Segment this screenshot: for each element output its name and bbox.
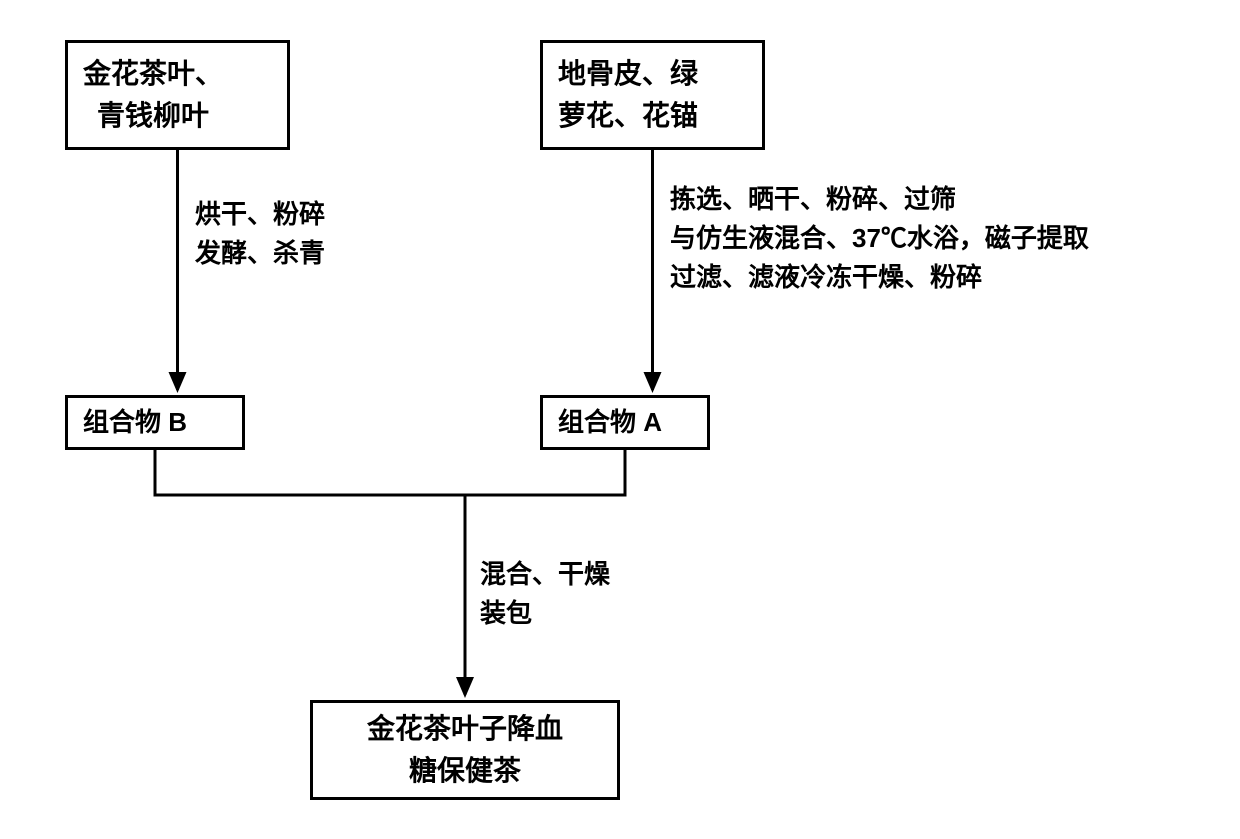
label-right-steps: 拣选、晒干、粉碎、过筛 与仿生液混合、37℃水浴，磁子提取 过滤、滤液冷冻干燥、… <box>670 180 1089 297</box>
label-right-line2: 与仿生液混合、37℃水浴，磁子提取 <box>670 219 1089 258</box>
box-top-right-line2: 萝花、花锚 <box>558 95 747 137</box>
label-bottom-line2: 装包 <box>480 594 610 633</box>
label-right-line3: 过滤、滤液冷冻干燥、粉碎 <box>670 258 1089 297</box>
label-bottom-line1: 混合、干燥 <box>480 555 610 594</box>
label-right-line1: 拣选、晒干、粉碎、过筛 <box>670 180 1089 219</box>
label-left-line2: 发酵、杀青 <box>195 234 325 273</box>
box-bottom-line2: 糖保健茶 <box>409 750 521 792</box>
label-bottom-steps: 混合、干燥 装包 <box>480 555 610 633</box>
box-top-left: 金花茶叶、 青钱柳叶 <box>65 40 290 150</box>
box-bottom: 金花茶叶子降血 糖保健茶 <box>310 700 620 800</box>
box-top-right-line1: 地骨皮、绿 <box>558 53 747 95</box>
box-top-left-line1: 金花茶叶、 <box>83 53 272 95</box>
box-top-left-line2: 青钱柳叶 <box>83 95 272 137</box>
box-bottom-line1: 金花茶叶子降血 <box>367 708 563 750</box>
box-mid-right-text: 组合物 A <box>558 403 692 442</box>
label-left-steps: 烘干、粉碎 发酵、杀青 <box>195 195 325 273</box>
box-mid-right: 组合物 A <box>540 395 710 450</box>
box-mid-left: 组合物 B <box>65 395 245 450</box>
label-left-line1: 烘干、粉碎 <box>195 195 325 234</box>
box-mid-left-text: 组合物 B <box>83 403 227 442</box>
box-top-right: 地骨皮、绿 萝花、花锚 <box>540 40 765 150</box>
